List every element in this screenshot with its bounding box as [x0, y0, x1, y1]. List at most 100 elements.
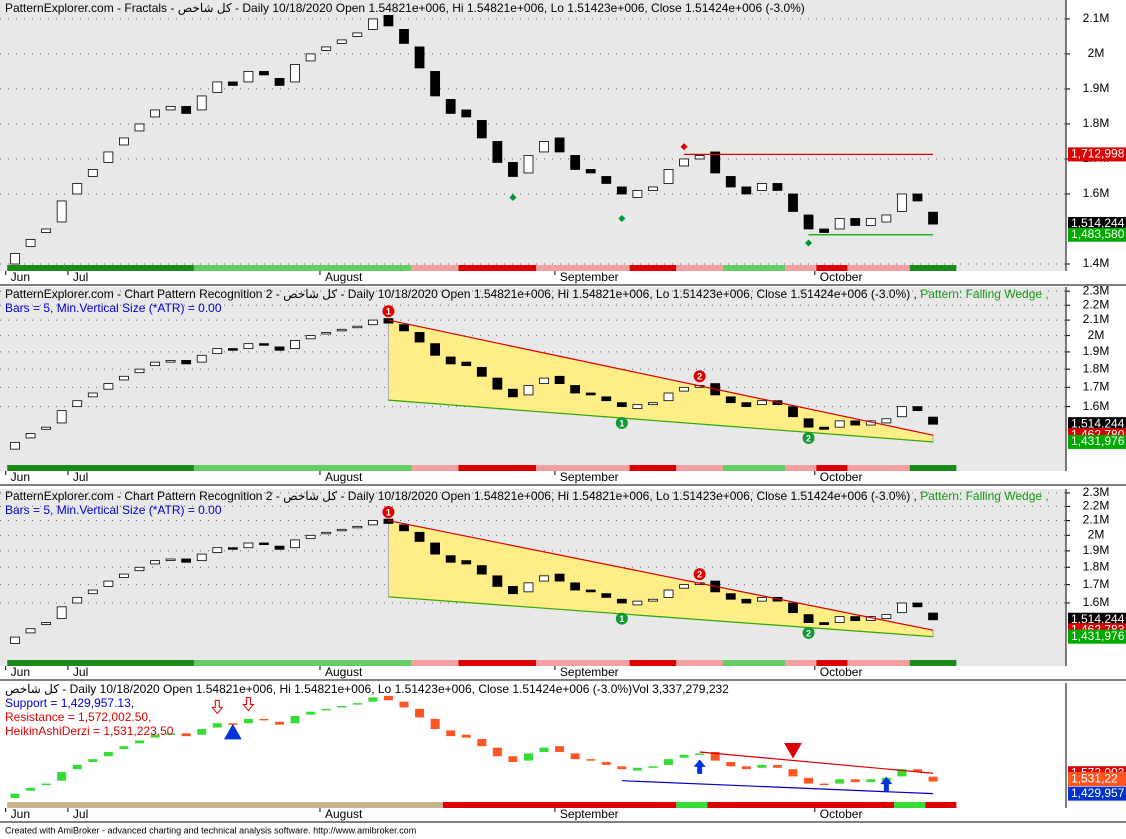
- candle-body: [648, 402, 658, 406]
- candle-body: [197, 728, 207, 735]
- candle-body: [134, 368, 145, 374]
- candle-body: [803, 614, 814, 623]
- pattern-marker: [693, 370, 706, 383]
- candle-body: [788, 769, 798, 777]
- candle-body: [181, 360, 192, 365]
- candle-body: [508, 388, 518, 398]
- price-tag: [1068, 227, 1126, 242]
- x-tick-label: October: [820, 665, 863, 679]
- signal-strip: [7, 465, 194, 471]
- candle-body: [601, 396, 612, 402]
- candle-body: [679, 158, 689, 167]
- candle-body: [336, 39, 347, 44]
- x-tick-label: Jun: [11, 470, 30, 484]
- signal-strip: [894, 802, 926, 808]
- price-tag-label: 1,483,580: [1071, 227, 1125, 241]
- pattern-marker-label: 1: [619, 418, 624, 428]
- candle-body: [477, 739, 487, 747]
- candle-body: [570, 155, 581, 170]
- signal-strip: [925, 802, 957, 808]
- candle-body: [585, 169, 596, 174]
- candle-body: [10, 253, 20, 265]
- candle-body: [56, 606, 67, 619]
- candle-body: [554, 137, 565, 153]
- candle-body: [259, 718, 269, 721]
- y-tick-label: 1.6M: [1083, 399, 1110, 413]
- candle-body: [834, 420, 845, 428]
- signal-strip: [458, 465, 537, 471]
- signal-strip: [411, 265, 459, 271]
- candle-body: [819, 783, 829, 786]
- candle-body: [274, 545, 285, 550]
- candle-body: [196, 354, 207, 363]
- x-tick-label: September: [560, 665, 619, 679]
- candle-body: [243, 542, 254, 549]
- candle-body: [492, 377, 503, 390]
- candle-body: [601, 176, 612, 184]
- candle-body: [306, 711, 316, 715]
- candle-body: [508, 586, 518, 595]
- candle-body: [772, 183, 783, 191]
- price-tag-label: 1,531,22: [1071, 771, 1118, 785]
- candle-body: [928, 416, 938, 425]
- candle-body: [897, 406, 907, 418]
- signal-strip: [411, 465, 459, 471]
- candle-body: [87, 392, 98, 398]
- candle-body: [616, 186, 627, 195]
- candle-body: [554, 573, 565, 582]
- y-tick-label: 1.6M: [1083, 595, 1110, 609]
- candle-body: [181, 106, 192, 114]
- x-tick-label: August: [325, 470, 363, 484]
- candle-body: [850, 616, 861, 621]
- signal-strip: [411, 660, 459, 666]
- candle-body: [539, 747, 549, 752]
- price-tag-label: 1,429,957: [1071, 786, 1125, 800]
- pane-title: PatternExplorer.com - Fractals - كل شاخص…: [5, 1, 805, 15]
- candle-body: [352, 32, 363, 37]
- candle-body: [72, 764, 82, 770]
- candle-body: [290, 340, 300, 349]
- level-line: [621, 780, 934, 795]
- candle-body: [928, 211, 938, 225]
- candle-body: [305, 53, 316, 62]
- y-tick-label: 2.3M: [1083, 485, 1110, 499]
- candle-body: [803, 418, 814, 428]
- signal-strip: [676, 660, 723, 666]
- candle-body: [679, 584, 689, 589]
- candle-body: [476, 120, 487, 139]
- candle-body: [72, 183, 83, 195]
- y-tick-label: 2M: [1088, 527, 1105, 541]
- price-tag: [1068, 216, 1126, 231]
- candle-body: [446, 730, 456, 737]
- candle-body: [570, 753, 580, 760]
- candle-body: [196, 95, 207, 111]
- x-tick-label: Jun: [11, 807, 30, 821]
- y-tick-label: 1.8M: [1083, 559, 1110, 573]
- candle-body: [539, 141, 549, 153]
- candle-body: [415, 708, 425, 718]
- candle-body: [72, 400, 83, 408]
- candle-body: [88, 759, 98, 763]
- x-tick-label: Jun: [11, 270, 30, 284]
- candle-body: [305, 534, 316, 539]
- candle-body: [414, 332, 425, 343]
- price-tag: [1068, 629, 1126, 644]
- signal-marker: [211, 699, 224, 715]
- candle-body: [25, 628, 36, 634]
- signal-strip: [909, 465, 957, 471]
- pattern-marker: [615, 612, 628, 625]
- candle-body: [508, 162, 518, 177]
- candle-body: [648, 766, 658, 768]
- candle-body: [243, 71, 254, 83]
- price-tag-label: 1,514,244: [1071, 612, 1125, 626]
- signal-marker: [223, 723, 242, 740]
- price-tag-label: 1,514,244: [1071, 216, 1125, 230]
- candle-body: [679, 754, 689, 758]
- pane-background: [0, 683, 1066, 808]
- candle-body: [134, 740, 144, 744]
- pattern-text: Pattern: Falling Wedge ,: [917, 489, 1049, 503]
- footer: Created with AmiBroker - advanced charti…: [5, 825, 416, 835]
- candle-body: [259, 542, 269, 545]
- y-tick-label: 1.8M: [1083, 361, 1110, 375]
- signal-strip: [629, 660, 677, 666]
